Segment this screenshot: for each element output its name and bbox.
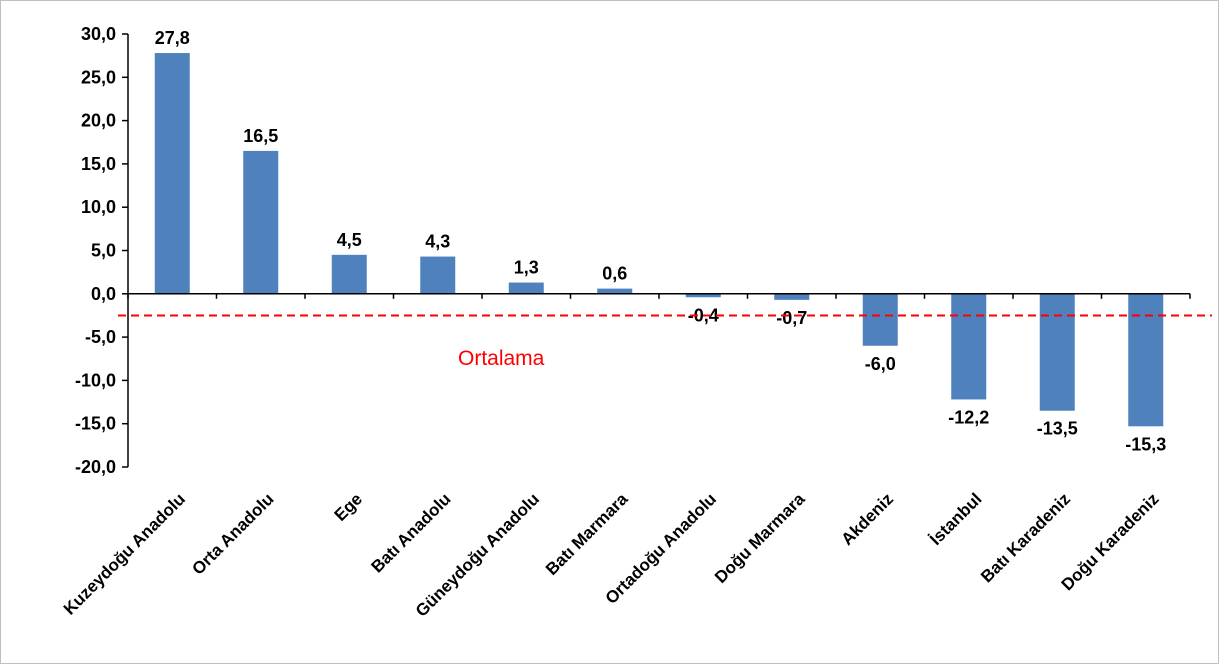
- bar: [774, 293, 810, 300]
- data-label: -6,0: [865, 354, 896, 374]
- y-tick-label: 5,0: [91, 241, 116, 261]
- y-tick-label: 25,0: [81, 67, 116, 87]
- bar: [243, 150, 279, 294]
- data-labels-group: 27,816,54,5 4,31,3 0,6-0,4 -0,7-6,0-12,2-13…: [155, 28, 1167, 454]
- bar: [1039, 293, 1075, 411]
- bar: [1128, 293, 1164, 427]
- y-tick-label: -15,0: [75, 414, 116, 434]
- y-tick-label: -10,0: [75, 370, 116, 390]
- bar: [862, 293, 898, 346]
- y-tick-label: 0,0: [91, 284, 116, 304]
- bar: [420, 256, 456, 294]
- category-label: Kuzeydoğu Anadolu: [60, 489, 189, 618]
- y-tick-label: -20,0: [75, 457, 116, 477]
- y-tick-label: 15,0: [81, 154, 116, 174]
- category-label: Batı Anadolu: [367, 489, 454, 576]
- category-labels-group: Kuzeydoğu Anadolu Orta Anadolu Ege Batı Ana…: [60, 489, 1163, 621]
- data-label: 4,3: [425, 232, 450, 252]
- bars-group: [154, 53, 1164, 427]
- data-label: 27,8: [155, 28, 190, 48]
- category-label: Batı Marmara: [542, 489, 632, 579]
- category-label: Doğu Marmara: [711, 489, 809, 587]
- category-label: İstanbul: [926, 489, 986, 549]
- average-line-label: Ortalama: [458, 347, 545, 370]
- bar: [951, 293, 987, 400]
- bar: [685, 293, 721, 298]
- data-label: -0,7: [776, 308, 807, 328]
- bar: [154, 53, 190, 294]
- bar: [597, 288, 633, 294]
- data-label: 1,3: [514, 258, 539, 278]
- x-ticks-group: [127, 293, 1191, 299]
- data-label: -12,2: [948, 407, 989, 427]
- bar: [508, 282, 544, 294]
- y-tick-label: 10,0: [81, 197, 116, 217]
- y-ticks-group: 30,0 25,0 20,0 15,0 10,0 5,0 0,0 -5,0 -10,0 -15,0…: [75, 24, 128, 477]
- category-label: Batı Karadeniz: [977, 489, 1074, 586]
- bar: [331, 254, 367, 294]
- data-label: -15,3: [1125, 434, 1166, 454]
- data-label: -13,5: [1037, 419, 1078, 439]
- category-label: Orta Anadolu: [188, 489, 277, 578]
- data-label: 16,5: [243, 126, 278, 146]
- category-label: Akdeniz: [838, 489, 898, 549]
- y-tick-label: 30,0: [81, 24, 116, 44]
- category-label: Ege: [331, 489, 366, 524]
- y-tick-label: -5,0: [85, 327, 116, 347]
- y-tick-label: 20,0: [81, 111, 116, 131]
- data-label: 4,5: [337, 230, 362, 250]
- category-label: Doğu Karadeniz: [1058, 489, 1163, 594]
- data-label: 0,6: [602, 264, 627, 284]
